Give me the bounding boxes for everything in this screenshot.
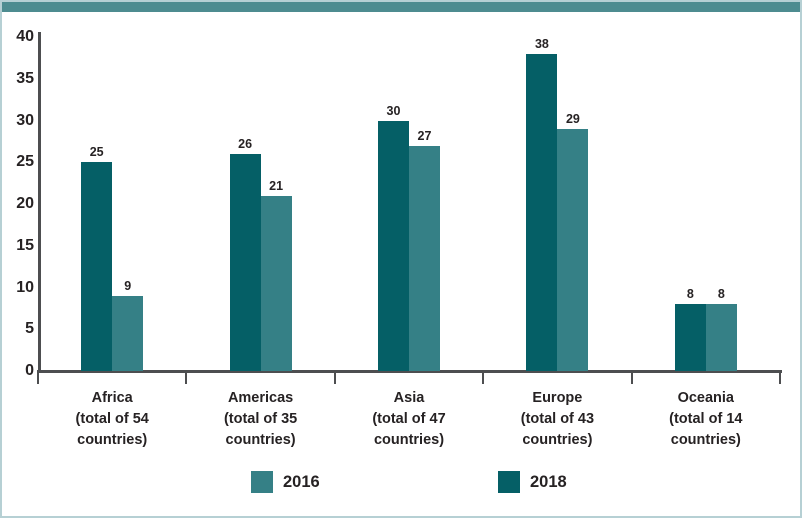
x-axis-tick — [185, 371, 188, 384]
y-axis-tick-label: 0 — [25, 362, 34, 379]
bar-value-label: 21 — [269, 178, 284, 193]
legend-label: 2016 — [283, 472, 320, 491]
x-axis-line — [37, 370, 782, 373]
category-label-line: (total of 54 — [75, 411, 149, 427]
legend-item-2018: 2018 — [498, 471, 567, 493]
y-axis-tick-label: 40 — [16, 28, 34, 45]
bar-value-label: 8 — [686, 287, 694, 302]
category-label-line: Americas — [227, 390, 294, 406]
bar-value-label: 26 — [238, 136, 253, 151]
bar-2018-europe — [526, 53, 558, 371]
bar-2018-oceania — [674, 304, 706, 371]
category-label-line: countries) — [77, 432, 148, 448]
bar-2016-asia — [409, 145, 440, 371]
bar-2018-asia — [378, 120, 409, 371]
bar-value-label: 9 — [124, 278, 132, 293]
chart-card: 0 5 10 15 20 25 30 35 40 25 9 Africa (total of 54 cou… — [0, 0, 802, 518]
category-label-oceania: Oceania (total of 14 countries) — [632, 388, 780, 451]
legend-label: 2018 — [530, 472, 567, 491]
x-axis-tick — [333, 371, 336, 384]
category-label-asia: Asia (total of 47 countries) — [335, 388, 483, 451]
bar-value-label: 38 — [534, 36, 549, 51]
bar-value-label: 8 — [717, 287, 725, 302]
category-label-africa: Africa (total of 54 countries) — [38, 388, 186, 451]
legend-item-2016: 2016 — [251, 471, 320, 493]
y-axis-line — [38, 32, 41, 373]
category-label-line: (total of 35 — [223, 411, 298, 427]
category-label-line: countries) — [522, 432, 593, 448]
category-label-line: (total of 43 — [520, 411, 595, 427]
y-axis-tick-label: 5 — [25, 320, 34, 338]
category-label-line: (total of 14 — [669, 411, 743, 427]
y-axis-tick-label: 20 — [16, 195, 34, 212]
y-axis-tick-label: 25 — [16, 153, 34, 171]
bar-value-label: 29 — [565, 111, 580, 126]
bar-2016-oceania — [705, 304, 737, 371]
category-label-line: Asia — [393, 390, 425, 406]
x-axis-tick — [779, 371, 781, 384]
bar-2018-africa — [81, 162, 113, 371]
x-axis-tick — [630, 371, 633, 384]
category-label-line: countries) — [225, 432, 296, 448]
bar-2018-americas — [229, 153, 261, 371]
category-label-europe: Europe (total of 43 countries) — [483, 388, 631, 451]
category-label-line: (total of 47 — [372, 411, 446, 427]
category-label-line: countries) — [373, 432, 445, 448]
bar-value-label: 27 — [417, 128, 432, 143]
category-label-americas: Americas (total of 35 countries) — [187, 388, 335, 451]
y-axis-tick-label: 30 — [16, 111, 34, 129]
x-axis-tick — [482, 371, 485, 384]
bar-2016-africa — [112, 295, 144, 371]
x-axis-tick — [37, 371, 39, 384]
y-axis-tick-label: 10 — [16, 278, 34, 296]
category-label-line: Oceania — [677, 390, 734, 406]
bar-value-label: 30 — [386, 103, 401, 118]
category-label-line: countries) — [670, 432, 741, 448]
legend-swatch-2018 — [498, 471, 520, 493]
y-axis-tick-label: 15 — [16, 236, 34, 254]
bar-value-label: 25 — [89, 145, 104, 160]
category-label-line: Europe — [532, 390, 583, 406]
bar-2016-europe — [557, 128, 589, 371]
top-accent-bar — [2, 2, 800, 12]
grouped-bar-chart: 0 5 10 15 20 25 30 35 40 25 9 Africa (total of 54 cou… — [2, 2, 800, 516]
category-label-line: Africa — [91, 390, 133, 406]
bar-2016-americas — [260, 195, 292, 371]
legend-swatch-2016 — [251, 471, 273, 493]
y-axis-tick-label: 35 — [16, 69, 34, 87]
